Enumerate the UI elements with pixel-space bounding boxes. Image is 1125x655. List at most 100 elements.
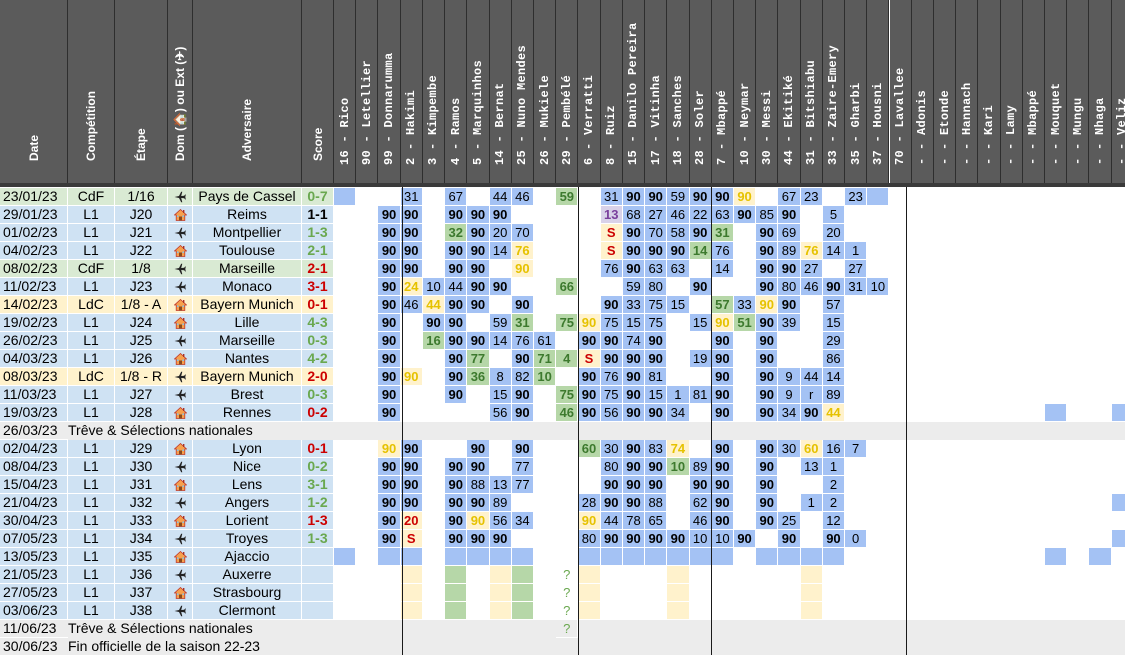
player-header[interactable]: 14 - Bernat: [489, 0, 512, 183]
group-separator: [578, 187, 579, 655]
player-cell: [1089, 314, 1112, 332]
col-header-score[interactable]: Score: [302, 0, 334, 183]
player-cell: [533, 548, 557, 566]
player-cell: 56: [489, 512, 512, 530]
player-cell: [978, 440, 1001, 458]
col-header-competition[interactable]: Compétition: [68, 0, 115, 183]
player-header[interactable]: 90 - Letellier: [356, 0, 379, 183]
score-cell: 1-3: [302, 530, 334, 548]
player-header[interactable]: 44 - Ekitiké: [778, 0, 801, 183]
player-header[interactable]: 6 - Verratti: [578, 0, 601, 183]
player-header[interactable]: 99 - Donnarumma: [378, 0, 401, 183]
player-cell: [978, 368, 1001, 386]
player-header[interactable]: - - Etonde: [933, 0, 957, 183]
player-header[interactable]: 15 - Danilo Pereira: [622, 0, 646, 183]
player-cell: 69: [778, 224, 801, 242]
player-header[interactable]: 17 - Vitinha: [645, 0, 668, 183]
player-header[interactable]: 25 - Nuno Mendes: [511, 0, 534, 183]
player-header[interactable]: 31 - Bitshiabu: [800, 0, 823, 183]
player-cell: 90: [622, 494, 646, 512]
col-header-date[interactable]: Date: [0, 0, 68, 183]
col-header-stage[interactable]: Étape: [115, 0, 168, 183]
player-cell: 90: [445, 368, 468, 386]
player-header[interactable]: 37 - Housni: [867, 0, 890, 183]
player-header[interactable]: 3 - Kimpembe: [422, 0, 446, 183]
player-header[interactable]: 28 - Soler: [689, 0, 712, 183]
player-cell: 90: [711, 386, 734, 404]
player-cell: 90: [511, 386, 534, 404]
player-cell: [933, 206, 957, 224]
player-header[interactable]: 33 - Zaire-Emery: [822, 0, 846, 183]
venue-cell: [168, 566, 193, 584]
player-cell: 90: [711, 476, 734, 494]
player-cell: [622, 602, 646, 620]
player-header[interactable]: 10 - Neymar: [733, 0, 757, 183]
player-name: Ruiz: [604, 104, 619, 135]
player-header[interactable]: - - Veliz: [1111, 0, 1125, 183]
player-cell: [1045, 584, 1068, 602]
player-cell: [622, 584, 646, 602]
player-header[interactable]: - - Kari: [978, 0, 1001, 183]
score-cell: 0-1: [302, 296, 334, 314]
player-header[interactable]: 30 - Messi: [756, 0, 779, 183]
player-cell: 90: [467, 206, 490, 224]
player-cell: [867, 296, 890, 314]
player-name: Neymar: [737, 82, 752, 128]
player-header[interactable]: - - Mouquet: [1045, 0, 1068, 183]
player-header[interactable]: 35 - Gharbi: [845, 0, 868, 183]
player-header[interactable]: 8 - Ruiz: [600, 0, 623, 183]
player-header[interactable]: 16 - Rico: [334, 0, 357, 183]
player-cell: [1067, 440, 1090, 458]
stage-cell: J28: [115, 404, 168, 422]
player-header[interactable]: - - Mungu: [1067, 0, 1090, 183]
player-cell: [356, 602, 379, 620]
player-header-label: 30 - Messi: [759, 89, 774, 165]
player-header[interactable]: - - Nhaga: [1089, 0, 1112, 183]
player-name: Kimpembe: [426, 74, 441, 135]
col-header-venue[interactable]: Dom (🏠) ou Ext (✈): [168, 0, 193, 183]
player-cell: [1067, 386, 1090, 404]
venue-cell: [168, 494, 193, 512]
player-cell: 90: [600, 494, 623, 512]
player-cell: [1045, 278, 1068, 296]
player-cell: [622, 566, 646, 584]
player-header[interactable]: 26 - Mukiele: [533, 0, 557, 183]
venue-cell: [168, 440, 193, 458]
player-cell: [1000, 512, 1023, 530]
player-header[interactable]: 70 - Lavallee: [889, 0, 912, 183]
player-cell: [1111, 314, 1125, 332]
player-cell: [422, 494, 446, 512]
player-cell: 15: [667, 296, 690, 314]
player-cell: [845, 368, 868, 386]
player-header[interactable]: - - Mbappé: [1022, 0, 1046, 183]
player-cell: [467, 602, 490, 620]
player-cell: 90: [733, 206, 757, 224]
col-header-opponent[interactable]: Adversaire: [193, 0, 302, 183]
player-cell: 90: [378, 206, 401, 224]
player-cell: [667, 548, 690, 566]
player-cell: [578, 206, 601, 224]
player-cell: [1000, 260, 1023, 278]
player-cell: [489, 566, 512, 584]
player-cell: [733, 386, 757, 404]
player-header[interactable]: 4 - Ramos: [445, 0, 468, 183]
player-header[interactable]: 29 - Pembélé: [556, 0, 579, 183]
player-header[interactable]: 2 - Hakimi: [400, 0, 423, 183]
player-cell: 90: [467, 530, 490, 548]
opponent-cell: Monaco: [193, 278, 302, 296]
player-cell: 1: [822, 458, 846, 476]
player-name: Soler: [693, 89, 708, 128]
player-header[interactable]: 5 - Marquinhos: [467, 0, 490, 183]
player-cell: [667, 566, 690, 584]
player-header[interactable]: 18 - Sanches: [667, 0, 690, 183]
player-cell: 30: [600, 440, 623, 458]
player-header[interactable]: - - Hannach: [956, 0, 979, 183]
player-header[interactable]: 7 - Mbappé: [711, 0, 734, 183]
player-cell: 90: [578, 386, 601, 404]
player-cell: [845, 602, 868, 620]
competition-cell: L1: [68, 332, 115, 350]
player-cell: 90: [711, 368, 734, 386]
group-separator: [906, 187, 907, 655]
player-header[interactable]: - - Adonis: [911, 0, 934, 183]
player-header[interactable]: - - Lamy: [1000, 0, 1023, 183]
